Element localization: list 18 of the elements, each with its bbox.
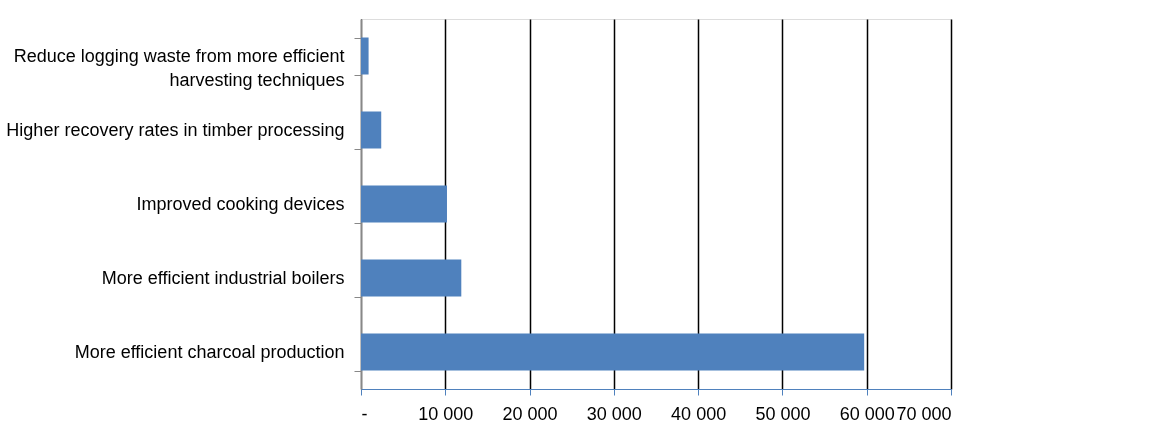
x-tick-label: 60 000 <box>839 403 895 424</box>
bar <box>361 185 447 223</box>
bar <box>361 259 462 297</box>
y-tick-label: Higher recovery rates in timber processing <box>6 119 345 140</box>
y-tick-label: Reduce logging waste from more efficient harvesting techniques <box>13 45 345 90</box>
x-tick-label: 70 000 <box>896 403 952 424</box>
bar <box>361 333 865 371</box>
bar <box>361 111 382 149</box>
bar <box>361 37 369 75</box>
x-tick-label: 40 000 <box>671 403 727 424</box>
y-tick-label: Improved cooking devices <box>136 193 345 214</box>
x-tick-label: 30 000 <box>586 403 642 424</box>
y-tick-label: More efficient charcoal production <box>74 341 345 362</box>
x-tick-label: 50 000 <box>755 403 811 424</box>
x-tick-label: - <box>361 403 368 424</box>
y-tick-label: More efficient industrial boilers <box>101 267 345 288</box>
x-tick-label: 20 000 <box>502 403 558 424</box>
x-tick-label: 10 000 <box>418 403 474 424</box>
